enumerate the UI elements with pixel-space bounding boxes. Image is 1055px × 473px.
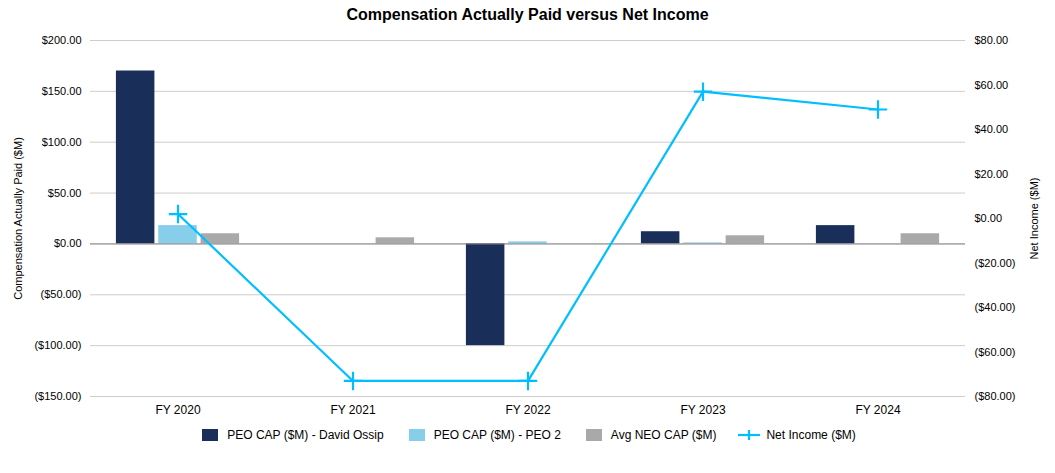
svg-text:FY 2024: FY 2024 xyxy=(855,403,900,417)
svg-text:($100.00): ($100.00) xyxy=(34,339,81,351)
svg-text:FY 2023: FY 2023 xyxy=(680,403,725,417)
svg-text:$20.00: $20.00 xyxy=(975,168,1009,180)
svg-text:$100.00: $100.00 xyxy=(42,136,82,148)
svg-text:($20.00): ($20.00) xyxy=(975,257,1016,269)
svg-text:$0.00: $0.00 xyxy=(975,212,1003,224)
svg-text:($40.00): ($40.00) xyxy=(975,301,1016,313)
svg-text:$200.00: $200.00 xyxy=(42,34,82,46)
html-text:Net Income ($M): Net Income ($M) xyxy=(766,428,856,442)
html-text:PEO CAP ($M) - PEO 2: PEO CAP ($M) - PEO 2 xyxy=(433,428,561,442)
html-text:Compensation Actually Paid ver: Compensation Actually Paid versus Net In… xyxy=(346,6,709,23)
svg-text:($60.00): ($60.00) xyxy=(975,346,1016,358)
svg-text:$80.00: $80.00 xyxy=(975,34,1009,46)
svg-text:Compensation Actually Paid ($M: Compensation Actually Paid ($M) xyxy=(12,137,24,300)
svg-text:$50.00: $50.00 xyxy=(48,187,82,199)
svg-text:$60.00: $60.00 xyxy=(975,79,1009,91)
svg-text:FY 2021: FY 2021 xyxy=(330,403,375,417)
svg-text:Net Income ($M): Net Income ($M) xyxy=(1028,178,1040,260)
html-text:Avg NEO CAP ($M): Avg NEO CAP ($M) xyxy=(610,428,717,442)
svg-text:FY 2020: FY 2020 xyxy=(155,403,200,417)
svg-text:$150.00: $150.00 xyxy=(42,85,82,97)
svg-text:$0.00: $0.00 xyxy=(54,237,82,249)
svg-text:$40.00: $40.00 xyxy=(975,123,1009,135)
svg-text:($150.00): ($150.00) xyxy=(34,390,81,402)
svg-text:FY 2022: FY 2022 xyxy=(505,403,550,417)
svg-text:($80.00): ($80.00) xyxy=(975,390,1016,402)
svg-text:($50.00): ($50.00) xyxy=(41,288,82,300)
html-text:PEO CAP ($M) - David Ossip: PEO CAP ($M) - David Ossip xyxy=(227,428,384,442)
